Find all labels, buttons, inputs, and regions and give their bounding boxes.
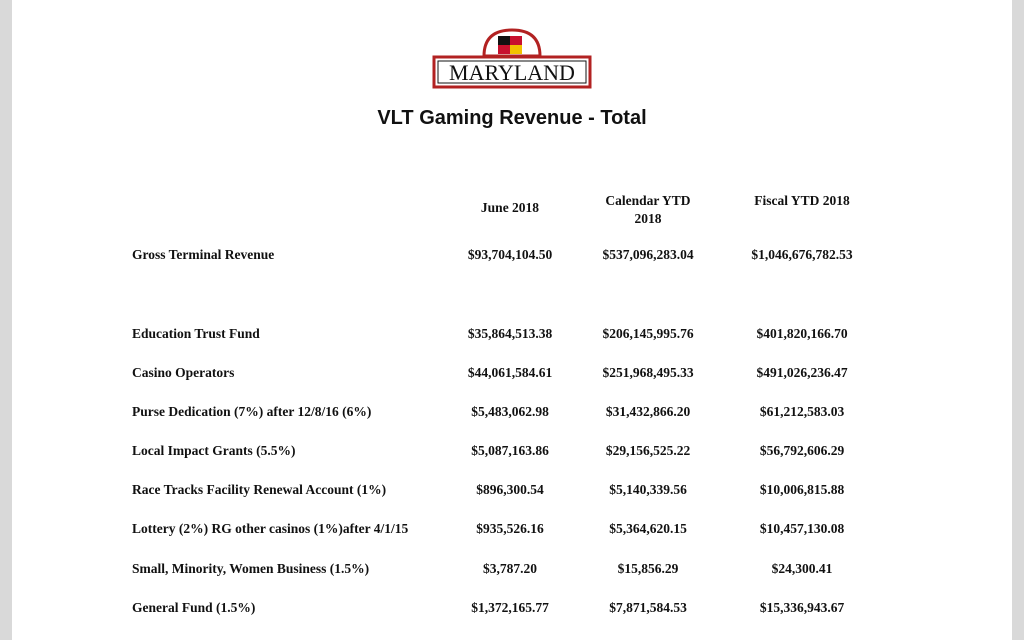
row-label: Small, Minority, Women Business (1.5%) [132,561,370,576]
cell-value: $93,704,104.50 [467,247,553,262]
cell-value: $15,336,943.67 [759,600,845,615]
cell-value: $401,820,166.70 [756,326,848,341]
document-page: MARYLAND VLT Gaming Revenue - Total June… [12,0,1012,640]
cell-value: $5,483,062.98 [471,404,549,419]
cell-value: $24,300.41 [771,561,833,576]
cell-value: $10,006,815.88 [759,482,845,497]
cell-value: $61,212,583.03 [759,404,845,419]
cell-value: $5,087,163.86 [471,443,549,458]
row-label: Race Tracks Facility Renewal Account (1%… [132,482,387,497]
cell-value: $251,968,495.33 [602,365,694,380]
column-header: Calendar YTD 2018 [605,193,691,226]
cell-value: $1,046,676,782.53 [751,247,853,262]
flag-piece [510,36,522,45]
cell-value: $5,364,620.15 [609,521,687,536]
column-header: June 2018 [480,200,540,215]
row-label: Casino Operators [132,365,235,380]
page-title: VLT Gaming Revenue - Total [377,107,647,129]
cell-value: $7,871,584.53 [609,600,687,615]
row-label: Local Impact Grants (5.5%) [132,443,296,458]
row-label: Purse Dedication (7%) after 12/8/16 (6%) [132,404,372,419]
logo-text: MARYLAND [449,60,575,85]
logo-box [432,55,592,89]
cell-value: $1,372,165.77 [471,600,549,615]
cell-value: $206,145,995.76 [602,326,694,341]
cell-value: $3,787.20 [483,561,537,576]
cell-value: $35,864,513.38 [467,326,553,341]
logo: MARYLAND [432,28,592,89]
cell-value: $491,026,236.47 [756,365,848,380]
flag-piece [510,45,522,54]
cell-value: $896,300.54 [476,482,544,497]
row-label: General Fund (1.5%) [132,600,256,615]
cell-value: $5,140,339.56 [609,482,687,497]
flag-piece [498,45,510,54]
logo-inner-box [437,60,587,84]
cell-value: $31,432,866.20 [605,404,691,419]
cell-value: $10,457,130.08 [759,521,845,536]
cell-value: $56,792,606.29 [759,443,845,458]
flag-piece [498,36,510,45]
cell-value: $44,061,584.61 [467,365,553,380]
cell-value: $15,856.29 [617,561,679,576]
row-label: Lottery (2%) RG other casinos (1%)after … [132,521,409,536]
row-label: Education Trust Fund [132,326,260,341]
column-header: Fiscal YTD 2018 [754,193,850,208]
cell-value: $935,526.16 [476,521,544,536]
row-label: Gross Terminal Revenue [132,247,275,262]
cell-value: $537,096,283.04 [602,247,694,262]
cell-value: $29,156,525.22 [605,443,691,458]
